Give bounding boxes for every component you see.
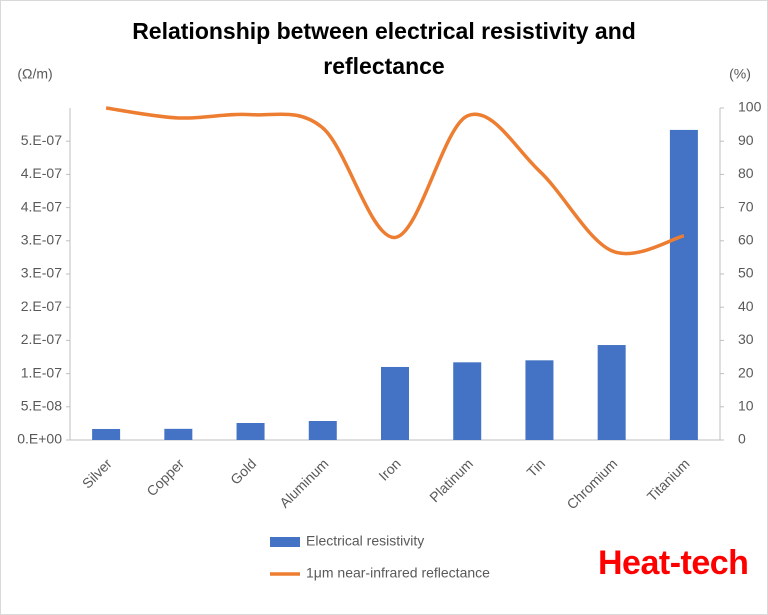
y-tick-label: 5.E-08 (21, 398, 62, 414)
y-tick-label: 3.E-07 (21, 265, 62, 281)
bar (453, 362, 482, 440)
y-tick-label: 3.E-07 (21, 232, 62, 248)
bar (381, 366, 409, 440)
y2-tick-label: 60 (738, 232, 754, 248)
y2-tick-label: 70 (738, 198, 754, 214)
legend-label: 1μm near-infrared reflectance (306, 565, 490, 581)
y2-tick-label: 40 (738, 298, 754, 314)
y-tick-label: 4.E-07 (21, 165, 62, 181)
chart-title: Relationship between electrical resistiv… (132, 18, 636, 79)
y2-tick-label: 90 (738, 132, 754, 148)
legend-swatch (270, 537, 300, 547)
y-tick-label: 5.E-07 (21, 132, 62, 148)
y2-axis-unit: (%) (729, 66, 751, 82)
y2-tick-label: 50 (738, 265, 754, 281)
y2-tick-label: 20 (738, 364, 754, 380)
line (105, 106, 685, 256)
bar (525, 360, 554, 440)
y-tick-label: 4.E-07 (21, 198, 62, 214)
y2-tick-label: 0 (738, 431, 746, 447)
bar (236, 423, 265, 440)
bar (164, 428, 193, 440)
y2-tick-label: 30 (738, 331, 754, 347)
bar (92, 428, 121, 440)
bar (308, 421, 337, 440)
bar (669, 129, 698, 441)
y-tick-label: 0.E+00 (17, 431, 62, 447)
brand-logo: Heat-tech (598, 544, 749, 582)
y-tick-label: 2.E-07 (21, 331, 62, 347)
y-axis-unit: (Ω/m) (17, 66, 52, 82)
y-tick-label: 1.E-07 (21, 364, 62, 380)
y2-tick-label: 10 (738, 398, 754, 414)
legend-label: Electrical resistivity (306, 533, 424, 549)
y-tick-label: 2.E-07 (21, 298, 62, 314)
y2-tick-label: 80 (738, 165, 754, 181)
bar (597, 345, 626, 440)
y2-tick-label: 100 (738, 99, 762, 115)
